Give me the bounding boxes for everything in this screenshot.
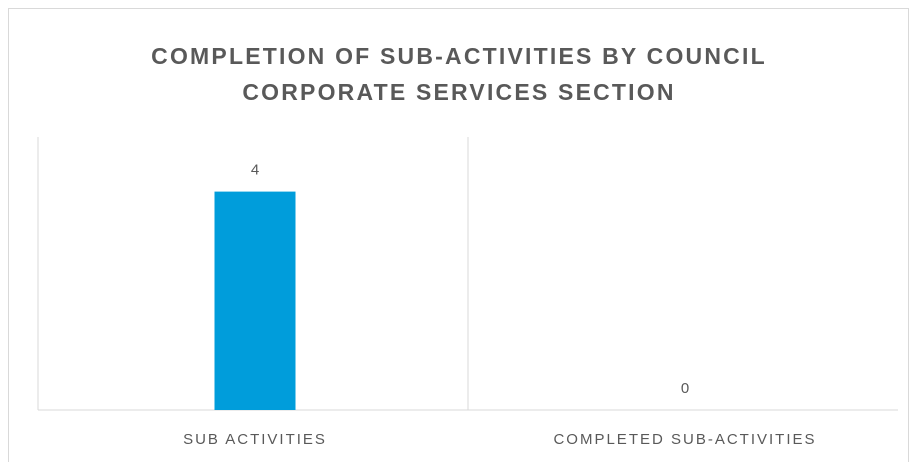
bars-group bbox=[214, 191, 296, 410]
x-tick-label-2: COMPLETED SUB-ACTIVITIES bbox=[553, 431, 816, 448]
chart-title-line-2: CORPORATE SERVICES SECTION bbox=[242, 79, 676, 105]
labels-group: 4 SUB ACTIVITIES 0 COMPLETED SUB-ACTIVITIES bbox=[183, 162, 816, 448]
x-tick-label-1: SUB ACTIVITIES bbox=[183, 431, 327, 448]
chart-title-line-1: COMPLETION OF SUB-ACTIVITIES BY COUNCIL bbox=[151, 43, 767, 69]
bar-1 bbox=[214, 191, 296, 410]
data-label-2: 0 bbox=[681, 380, 689, 397]
chart-frame bbox=[8, 8, 909, 462]
chart-title: COMPLETION OF SUB-ACTIVITIES BY COUNCIL … bbox=[0, 38, 918, 110]
data-label-1: 4 bbox=[251, 162, 259, 179]
